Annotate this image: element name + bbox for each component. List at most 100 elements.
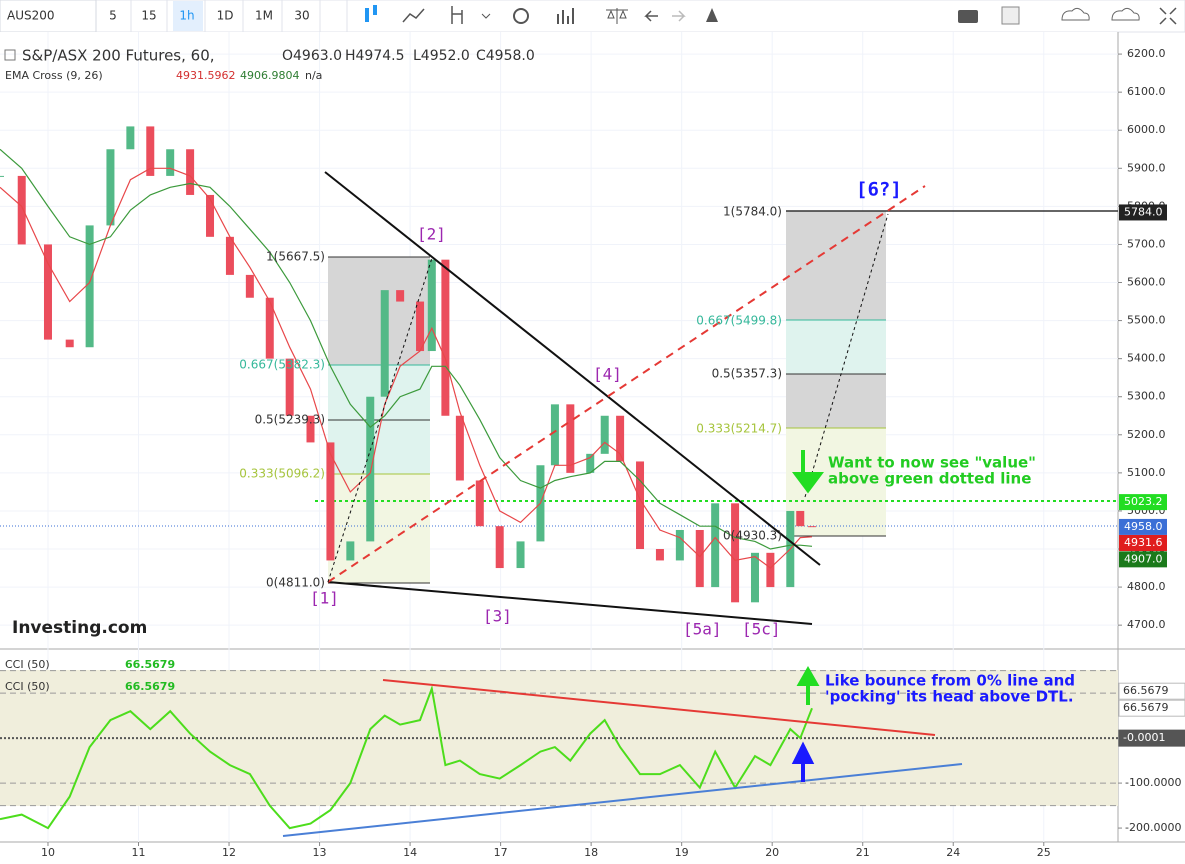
price-axis: 6200.06100.06000.05900.05800.05700.05600… [1118,47,1185,834]
fib-box-1 [328,256,430,584]
wave-label: [3] [483,607,512,626]
candle [600,415,609,454]
y-tick-label: 5400.0 [1127,352,1166,365]
cci-line [0,684,813,830]
candle [85,225,94,348]
cloud-icon[interactable] [1111,7,1140,21]
settings-icon[interactable] [513,8,529,24]
logo: Investing.com [12,618,147,638]
interval-button[interactable]: 1D [217,9,234,23]
candle-icon[interactable] [365,8,369,22]
arrow-up [796,665,820,705]
fib-zone [328,257,430,365]
cci-legend: CCI (50) [5,658,50,671]
indicator-value: 4906.9804 [240,69,300,82]
candle [346,541,355,561]
line-icon[interactable] [402,8,425,23]
price-tag [1119,534,1167,551]
candle [65,339,74,348]
interval-button[interactable]: 1M [255,9,273,23]
y-tick-label: 5600.0 [1127,276,1166,289]
y-tick-label: -100.0000 [1125,776,1181,789]
candle [245,274,254,298]
price-tag-label: 5023.2 [1124,495,1163,508]
instrument-title: S&P/ASX 200 Futures, 60, [22,47,215,65]
ohlc-low: L4952.0 [413,48,470,64]
x-tick-label: 13 [313,846,327,859]
interval-button[interactable]: 5 [109,9,117,23]
symbol[interactable]: AUS200 [7,9,55,23]
compare-icon[interactable] [606,8,628,24]
wave-label: [5a] [683,620,722,639]
wave-label: [5c] [742,620,781,639]
candle [675,529,684,561]
candle [166,149,175,176]
candle [808,526,817,528]
ohlc-high: H4974.5 [345,48,405,64]
interval-button[interactable]: 1h [179,9,194,23]
indicators-icon[interactable] [557,8,574,24]
price-marks [0,126,817,603]
fullscreen-icon[interactable] [1159,7,1177,25]
fib-label: 1(5667.5) [266,250,325,264]
projection-line [327,257,433,583]
y-tick-label: 4700.0 [1127,618,1166,631]
wave-label: [2] [417,225,446,244]
candle [416,301,425,352]
price-pane [0,32,1118,648]
collapse-icon[interactable] [4,49,16,61]
candle [566,404,575,473]
note: above green dotted line [828,470,1031,488]
fib-label: 0.333(5214.7) [696,422,782,436]
x-tick-label: 21 [856,846,870,859]
grid [0,32,1118,842]
interval-button[interactable]: 15 [141,9,156,23]
candle [106,149,115,226]
color-icon[interactable] [1001,6,1020,25]
alert-icon[interactable] [706,8,718,22]
candle [126,126,135,150]
candle [186,149,195,195]
candle [366,396,375,542]
candle [206,194,215,237]
cloud-icon[interactable] [1061,7,1090,21]
price-tag [1119,204,1167,221]
x-tick-label: 24 [946,846,960,859]
tool-icon[interactable] [451,6,463,24]
dropdown[interactable] [481,13,491,19]
wave-label: [6?] [856,179,902,201]
camera-icon[interactable] [958,10,978,23]
x-tick-label: 25 [1037,846,1051,859]
arrow-down [792,450,824,494]
y-tick-label: 5200.0 [1127,428,1166,441]
candle [711,503,720,588]
candle [146,126,155,176]
note: 'pocking' its head above DTL. [825,688,1074,706]
fib-label: 0(4811.0) [266,576,325,590]
x-tick-label: 19 [675,846,689,859]
symbol-box[interactable] [0,0,97,33]
interval-button[interactable]: 30 [294,9,309,23]
indicator-value: n/a [305,69,322,82]
y-tick-label: 6000.0 [1127,123,1166,136]
y-tick-label: 5700.0 [1127,237,1166,250]
y-tick-label: 5100.0 [1127,466,1166,479]
candle [427,259,436,352]
redo-icon[interactable] [672,10,686,22]
projection-line [804,213,889,498]
cci-legend-value: 66.5679 [125,658,175,671]
candle [225,236,234,275]
wave-label: [1] [310,589,339,608]
trend-line [282,763,963,837]
candle-icon[interactable] [373,5,377,15]
indicator-name: EMA Cross (9, 26) [5,69,103,82]
ohlc-close: C4958.0 [476,48,535,64]
candle [306,415,315,443]
candle [516,541,525,569]
note: Want to now see "value" [828,454,1036,472]
ohlc-open: O4963.0 [282,48,342,64]
candle [475,480,484,527]
undo-icon[interactable] [644,10,658,22]
candle [455,415,464,481]
candle [396,290,405,302]
